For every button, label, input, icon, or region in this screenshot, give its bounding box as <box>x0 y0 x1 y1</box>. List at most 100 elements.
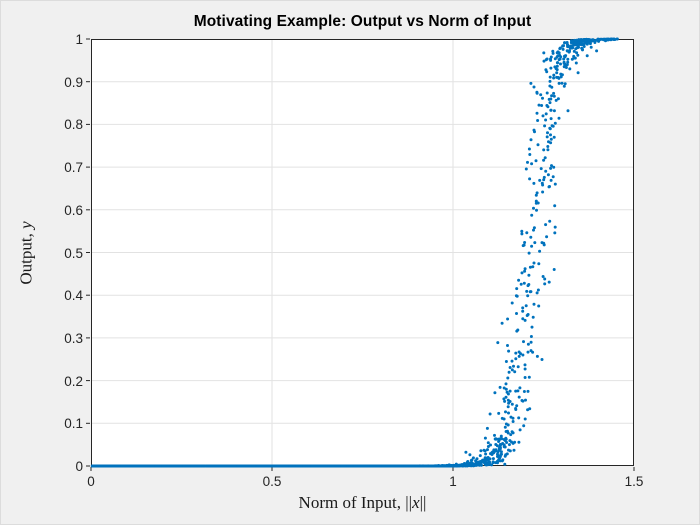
data-point <box>522 424 526 428</box>
data-point <box>491 457 495 461</box>
data-point <box>529 335 533 338</box>
data-point <box>185 464 189 468</box>
data-point <box>416 464 420 468</box>
data-point <box>548 127 552 131</box>
data-point <box>331 464 335 468</box>
data-point <box>317 464 321 468</box>
data-point <box>163 464 167 468</box>
data-point <box>528 177 532 181</box>
data-point <box>526 389 530 393</box>
data-point <box>528 407 532 411</box>
data-point <box>493 449 497 453</box>
data-point <box>532 85 536 89</box>
data-point <box>206 464 210 468</box>
data-point <box>557 58 561 62</box>
data-point <box>562 61 566 65</box>
data-point <box>322 464 325 468</box>
data-point <box>373 464 377 468</box>
data-point <box>259 464 263 468</box>
data-point <box>494 437 498 441</box>
data-point <box>489 443 492 447</box>
data-point <box>532 228 535 232</box>
data-point <box>503 462 507 466</box>
data-point <box>91 464 95 468</box>
data-point <box>522 281 526 285</box>
data-point <box>534 201 538 205</box>
data-point <box>475 457 479 461</box>
data-point <box>453 464 457 468</box>
data-point <box>549 178 553 182</box>
data-point <box>548 79 552 83</box>
data-point <box>534 199 538 203</box>
data-point <box>497 440 501 443</box>
data-point <box>250 464 254 468</box>
data-point <box>504 422 508 426</box>
data-point <box>572 56 576 60</box>
data-point <box>527 147 531 151</box>
data-point <box>539 167 543 171</box>
data-point <box>496 452 499 456</box>
data-point <box>597 37 601 41</box>
data-point <box>569 46 572 50</box>
data-point <box>504 395 508 399</box>
data-point <box>552 94 556 98</box>
data-point <box>536 288 540 292</box>
data-point <box>552 135 556 139</box>
data-point <box>540 104 544 107</box>
data-point <box>97 464 101 468</box>
data-point <box>562 84 566 88</box>
data-point <box>468 453 472 457</box>
data-point <box>529 138 533 142</box>
data-point <box>542 51 546 55</box>
data-point <box>557 81 561 85</box>
data-point <box>473 463 477 467</box>
data-point <box>532 206 535 210</box>
data-point <box>496 461 499 465</box>
data-point <box>517 350 521 354</box>
data-point <box>589 45 593 49</box>
data-point <box>381 464 385 468</box>
data-point <box>529 349 533 353</box>
data-point <box>558 47 562 51</box>
data-point <box>310 464 314 468</box>
data-point <box>542 178 546 182</box>
data-point <box>137 464 141 468</box>
data-point <box>197 464 201 468</box>
data-point <box>486 448 489 452</box>
data-point <box>486 463 490 467</box>
scatter-plot-canvas <box>86 37 635 471</box>
data-point <box>193 464 197 468</box>
data-point <box>548 75 552 79</box>
data-point <box>237 464 241 468</box>
data-point <box>554 98 558 102</box>
data-point <box>549 166 553 170</box>
data-point <box>285 464 289 468</box>
data-point <box>517 395 521 399</box>
y-tick-label: 0.4 <box>64 288 83 304</box>
data-point <box>591 39 595 43</box>
data-point <box>518 386 522 390</box>
data-point <box>557 116 561 120</box>
data-point <box>276 464 280 468</box>
data-point <box>542 241 546 245</box>
data-point <box>574 47 578 51</box>
data-point <box>528 153 532 156</box>
data-point <box>334 464 338 468</box>
data-point <box>471 456 475 460</box>
data-point <box>230 464 234 468</box>
data-point <box>150 464 154 468</box>
data-point <box>200 464 204 468</box>
data-point <box>510 440 513 444</box>
data-point <box>544 169 548 173</box>
data-point <box>337 464 341 468</box>
data-point <box>501 442 505 446</box>
data-point <box>544 112 548 116</box>
data-point <box>504 382 508 386</box>
data-point <box>546 145 550 148</box>
data-point <box>547 140 550 144</box>
data-point <box>612 37 615 41</box>
data-point <box>132 464 136 468</box>
data-point <box>464 450 468 454</box>
data-point <box>111 464 115 468</box>
